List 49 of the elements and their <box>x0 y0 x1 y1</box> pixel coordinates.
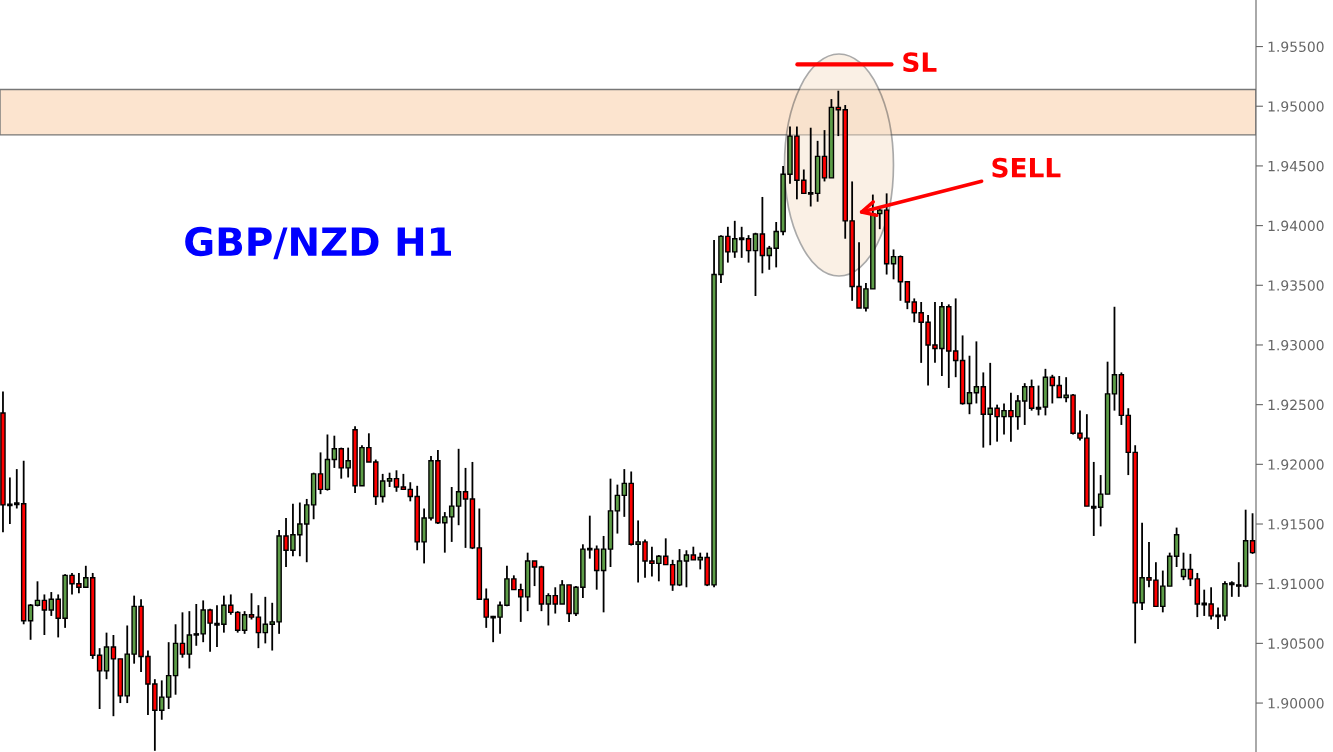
candlestick <box>759 196 766 275</box>
candlestick <box>669 558 676 592</box>
candlestick <box>27 603 34 641</box>
candlestick <box>683 549 690 589</box>
candlestick <box>676 548 683 587</box>
y-tick-label: 1.90000 <box>1268 698 1324 709</box>
candlestick <box>255 604 262 650</box>
candlestick <box>1111 305 1118 412</box>
candlestick <box>614 483 621 535</box>
y-tick-label: 1.92500 <box>1268 399 1324 411</box>
candlestick <box>1035 384 1042 417</box>
candlestick <box>462 467 469 549</box>
candlestick <box>41 593 48 636</box>
candlestick <box>186 610 193 670</box>
candlestick <box>821 129 828 183</box>
y-tick-label: 1.94000 <box>1268 220 1324 232</box>
candlestick <box>179 611 186 659</box>
annotation: SELL <box>992 157 1061 178</box>
candlestick <box>745 234 752 264</box>
candlestick <box>531 560 538 587</box>
ref-line-label: SL <box>903 52 937 73</box>
y-tick-label: 1.95000 <box>1268 101 1324 112</box>
candlestick <box>545 592 552 627</box>
y-tick-label: 1.91000 <box>1268 578 1324 590</box>
candlestick <box>110 634 117 718</box>
y-tick-label: 1.95500 <box>1268 41 1324 53</box>
candlestick <box>34 580 41 608</box>
text: GBP/NZD H1 <box>185 226 452 260</box>
candlestick <box>973 340 980 405</box>
candlestick <box>96 647 103 710</box>
candlestick <box>1187 552 1194 587</box>
candlestick <box>241 610 248 635</box>
y-tick-label: 1.94500 <box>1268 160 1324 172</box>
candlestick <box>752 231 759 297</box>
candlestick <box>103 631 110 681</box>
candlestick <box>455 447 462 527</box>
candlestick <box>1249 512 1256 555</box>
y-tick-label: 1.93500 <box>1268 280 1324 291</box>
candlestick <box>1173 526 1180 568</box>
candlestick <box>966 354 973 416</box>
candlestick <box>317 451 324 496</box>
y-tick-label: 1.91500 <box>1268 518 1324 530</box>
candlestick <box>248 592 255 621</box>
y-tick-label: 1.92000 <box>1268 459 1324 470</box>
y-tick-label: 1.93000 <box>1268 339 1324 351</box>
candlestick <box>600 535 607 614</box>
candlestick <box>393 469 400 493</box>
y-tick-label: 1.90500 <box>1268 638 1324 649</box>
candlestick <box>1028 378 1035 412</box>
